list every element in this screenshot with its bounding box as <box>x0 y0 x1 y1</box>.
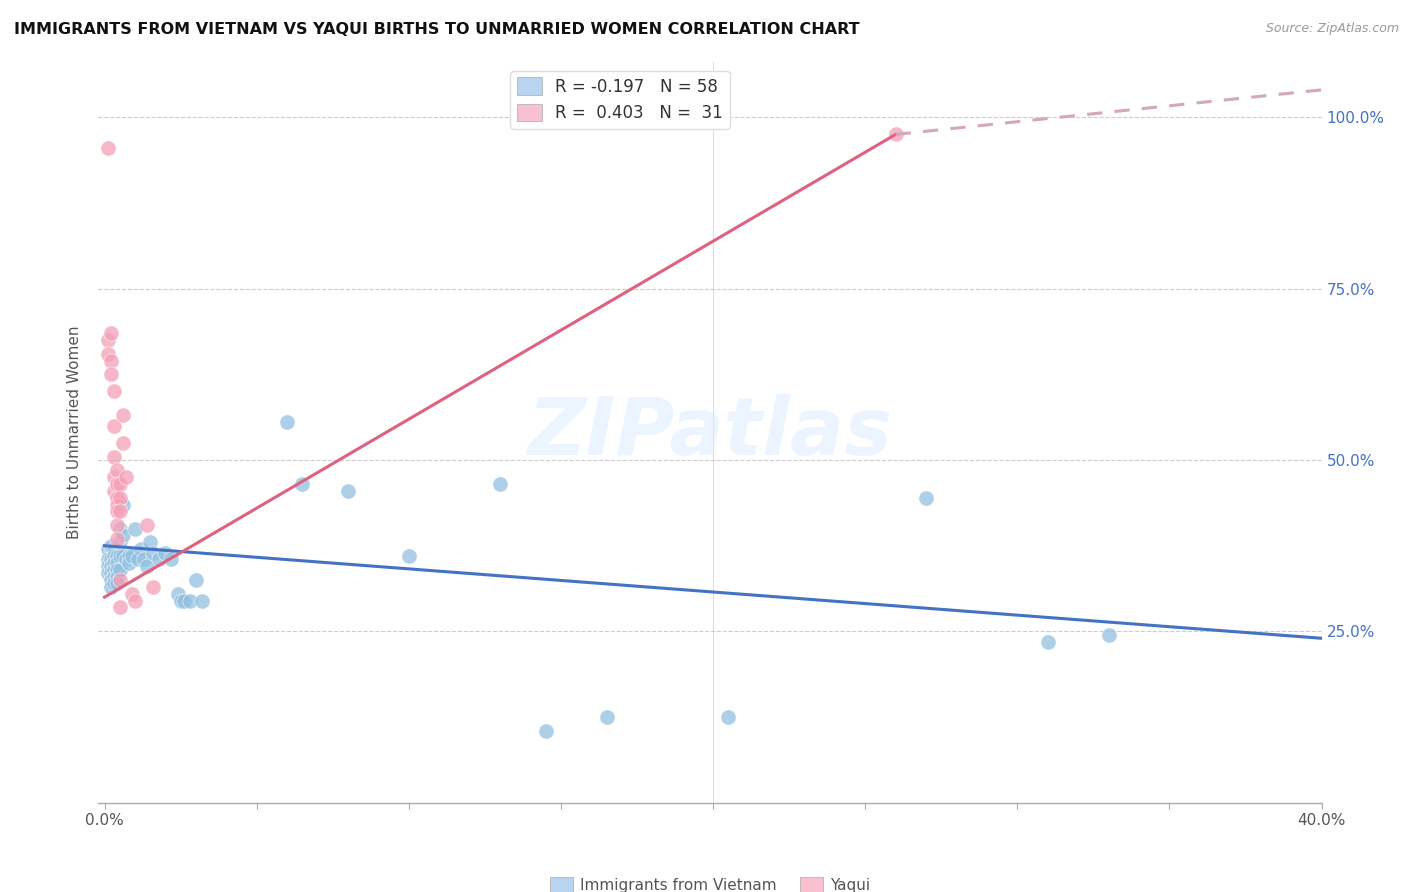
Point <box>105 549 128 563</box>
Point <box>96 566 118 581</box>
Point <box>142 545 165 559</box>
Legend: Immigrants from Vietnam, Yaqui: Immigrants from Vietnam, Yaqui <box>550 877 870 892</box>
Point <box>118 549 141 563</box>
Point <box>160 552 183 566</box>
Text: Source: ZipAtlas.com: Source: ZipAtlas.com <box>1265 22 1399 36</box>
Point <box>291 477 314 491</box>
Point <box>136 559 159 574</box>
Point <box>100 573 122 587</box>
Point <box>100 552 122 566</box>
Point <box>103 556 125 570</box>
Point <box>96 542 118 557</box>
Point <box>105 504 128 518</box>
Point <box>124 522 146 536</box>
Point <box>108 522 131 536</box>
Point <box>108 535 131 549</box>
Point <box>105 477 128 491</box>
Text: IMMIGRANTS FROM VIETNAM VS YAQUI BIRTHS TO UNMARRIED WOMEN CORRELATION CHART: IMMIGRANTS FROM VIETNAM VS YAQUI BIRTHS … <box>14 22 859 37</box>
Point <box>489 477 512 491</box>
Point <box>108 573 131 587</box>
Point <box>96 141 118 155</box>
Point <box>166 587 188 601</box>
Y-axis label: Births to Unmarried Women: Births to Unmarried Women <box>67 326 83 540</box>
Point <box>179 593 201 607</box>
Point <box>336 483 359 498</box>
Point <box>105 532 128 546</box>
Point <box>111 528 134 542</box>
Point <box>105 556 128 570</box>
Point <box>100 353 122 368</box>
Point <box>100 326 122 341</box>
Point <box>103 576 125 591</box>
Point <box>114 470 136 484</box>
Point <box>148 552 170 566</box>
Point <box>884 128 907 142</box>
Point <box>191 593 214 607</box>
Point <box>105 498 128 512</box>
Point <box>105 491 128 505</box>
Point <box>276 415 298 429</box>
Point <box>103 418 125 433</box>
Point <box>103 483 125 498</box>
Point <box>108 477 131 491</box>
Point <box>398 549 420 563</box>
Point <box>100 368 122 382</box>
Point <box>105 463 128 477</box>
Point <box>103 384 125 399</box>
Point <box>136 518 159 533</box>
Point <box>96 552 118 566</box>
Point <box>121 587 143 601</box>
Point <box>103 470 125 484</box>
Point <box>534 723 557 738</box>
Point <box>139 535 162 549</box>
Point <box>173 593 195 607</box>
Point <box>103 549 125 563</box>
Point <box>114 552 136 566</box>
Point <box>111 436 134 450</box>
Point <box>105 518 128 533</box>
Point <box>108 600 131 615</box>
Point <box>105 563 128 577</box>
Point <box>96 333 118 347</box>
Point <box>100 539 122 553</box>
Point <box>124 593 146 607</box>
Point <box>108 549 131 563</box>
Point <box>595 710 617 724</box>
Point <box>111 549 134 563</box>
Point <box>118 556 141 570</box>
Point <box>100 580 122 594</box>
Point <box>111 409 134 423</box>
Point <box>184 573 207 587</box>
Point <box>1036 634 1059 648</box>
Point <box>103 569 125 583</box>
Point <box>103 542 125 557</box>
Point <box>111 498 134 512</box>
Point <box>169 593 191 607</box>
Point <box>105 569 128 583</box>
Point <box>132 552 155 566</box>
Point <box>100 566 122 581</box>
Point <box>108 491 131 505</box>
Point <box>142 580 165 594</box>
Text: ZIPatlas: ZIPatlas <box>527 393 893 472</box>
Point <box>717 710 740 724</box>
Point <box>915 491 938 505</box>
Point <box>96 347 118 361</box>
Point <box>108 563 131 577</box>
Point <box>129 542 152 557</box>
Point <box>96 559 118 574</box>
Point <box>127 552 149 566</box>
Point <box>103 563 125 577</box>
Point <box>121 549 143 563</box>
Point <box>1098 628 1121 642</box>
Point <box>105 576 128 591</box>
Point <box>103 450 125 464</box>
Point <box>155 545 177 559</box>
Point <box>108 504 131 518</box>
Point <box>100 559 122 574</box>
